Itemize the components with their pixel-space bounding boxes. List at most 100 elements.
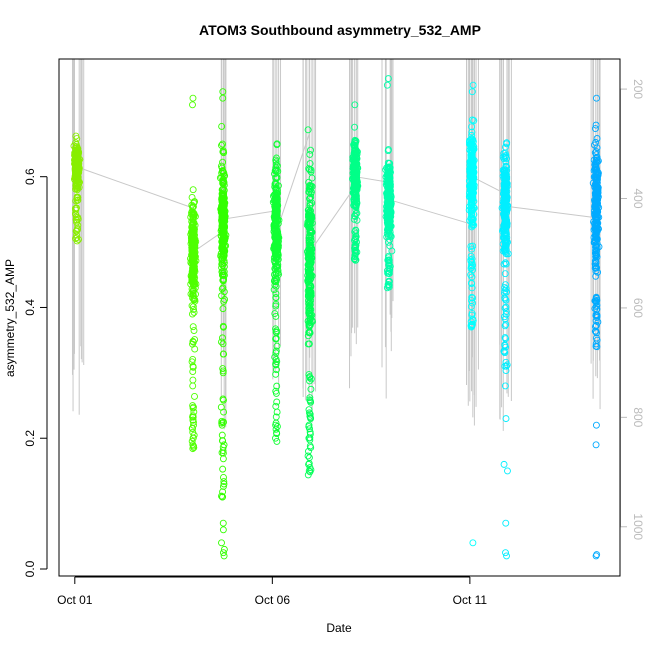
outlier-point [219,549,227,557]
data-point [218,162,225,170]
y-axis-label: asymmetry_532_AMP [3,259,17,377]
data-point [274,261,282,269]
data-point [307,292,315,300]
y2-tick-label: 800 [631,407,645,427]
data-point [219,221,227,229]
data-point [305,329,313,337]
data-point [218,268,226,276]
trace-connector [222,210,277,220]
data-point [384,224,392,231]
data-point [189,445,197,453]
data-point [74,196,82,204]
data-point [190,281,198,289]
data-point [307,444,315,452]
data-point [272,282,280,290]
data-point [594,186,602,194]
y2-tick-label: 200 [631,79,645,99]
data-point [352,256,359,264]
data-point [469,168,477,176]
data-point [503,155,511,162]
data-point [189,303,197,311]
data-point [468,116,476,124]
data-points [70,75,603,560]
outlier-point [189,434,197,442]
data-point [502,214,510,222]
x-tick-label: Oct 06 [255,593,291,607]
data-point [219,276,227,284]
data-point [218,122,226,130]
data-point [305,188,313,196]
chart-title: ATOM3 Southbound asymmetry_532_AMP [199,22,481,38]
data-point [189,376,197,384]
data-point [352,206,360,214]
data-point [218,238,226,246]
data-point [189,186,197,194]
data-point [591,149,599,157]
data-point [350,142,358,149]
data-point [72,204,80,212]
data-point [591,260,599,268]
data-point [467,143,475,151]
data-point [188,240,196,248]
data-point [189,368,197,376]
data-point [466,137,474,145]
data-point [72,132,80,140]
data-point [219,180,227,188]
outlier-point [469,81,477,89]
data-point [304,206,312,214]
data-point [593,329,600,337]
outlier-point [219,526,227,534]
trace-connector [388,199,472,225]
data-point [273,206,281,214]
data-point [307,146,314,154]
outlier-point [220,552,228,560]
data-point [305,319,313,327]
data-point [468,189,476,197]
outlier-point [219,369,227,377]
data-point [218,260,226,268]
data-point [592,259,600,267]
data-point [351,176,359,184]
data-point [385,277,393,285]
data-point [188,249,196,257]
data-point [592,250,600,258]
outlier-point [220,408,228,416]
data-point [189,425,196,432]
data-point [351,253,359,261]
data-point [501,287,509,295]
data-point [218,492,225,500]
data-point [308,228,316,236]
data-point [189,242,197,250]
y-tick-label: 0.2 [23,430,37,447]
outlier-point [219,519,227,527]
data-point [590,173,598,181]
outlier-point [592,441,600,449]
data-point [306,318,314,326]
data-point [384,232,392,240]
data-point [467,303,475,310]
data-point [272,294,280,301]
data-point [500,260,508,268]
data-point [272,246,280,254]
data-point [272,402,280,410]
data-point [468,204,476,212]
data-point [306,184,314,192]
data-point [272,221,280,229]
data-point [218,338,225,346]
data-point [187,272,195,280]
data-point [501,210,509,218]
data-point [72,167,80,175]
data-point [271,278,279,286]
data-point [304,278,312,286]
data-point [592,121,600,129]
data-point [503,180,511,188]
outlier-point [503,552,510,560]
data-point [593,135,601,142]
data-point [469,266,476,274]
data-point [272,210,280,218]
data-point [219,192,226,200]
data-point [502,335,510,343]
data-point [220,350,228,358]
data-point [591,327,599,335]
